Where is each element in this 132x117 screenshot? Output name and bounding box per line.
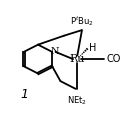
Text: 1: 1 [21, 88, 29, 101]
Text: Ru: Ru [70, 54, 85, 64]
Text: CO: CO [106, 54, 120, 64]
Text: N: N [50, 47, 59, 56]
Text: NEt$_2$: NEt$_2$ [67, 94, 87, 107]
Text: H: H [89, 43, 96, 53]
Text: P$^t$Bu$_2$: P$^t$Bu$_2$ [70, 14, 95, 27]
